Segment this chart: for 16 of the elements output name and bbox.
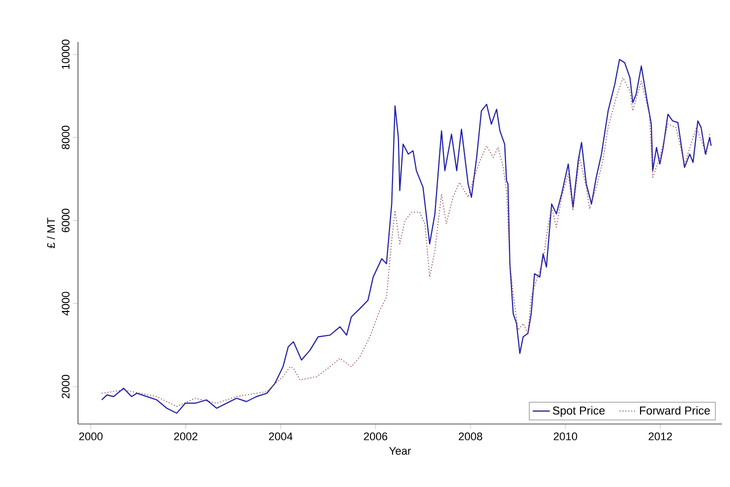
y-tick-label: 8000 — [62, 126, 70, 150]
legend-label: Forward Price — [640, 406, 710, 415]
legend-label: Spot Price — [552, 406, 605, 417]
x-tick-label: 2010 — [554, 432, 578, 440]
x-tick-label: 2012 — [648, 432, 672, 440]
y-tick-label: 2000 — [62, 374, 70, 398]
x-tick-label: 2004 — [269, 432, 293, 440]
x-tick-label: 2006 — [364, 432, 388, 440]
y-axis-title: £ / MT — [46, 218, 55, 248]
x-tick-label: 2002 — [174, 432, 198, 440]
x-axis-title: Year — [389, 447, 411, 455]
x-tick-label: 2008 — [458, 432, 482, 440]
y-tick-label: 4000 — [62, 292, 70, 316]
x-tick-label: 2000 — [79, 432, 103, 440]
y-tick-label: 10000 — [62, 40, 70, 69]
y-tick-label: 6000 — [62, 208, 70, 232]
